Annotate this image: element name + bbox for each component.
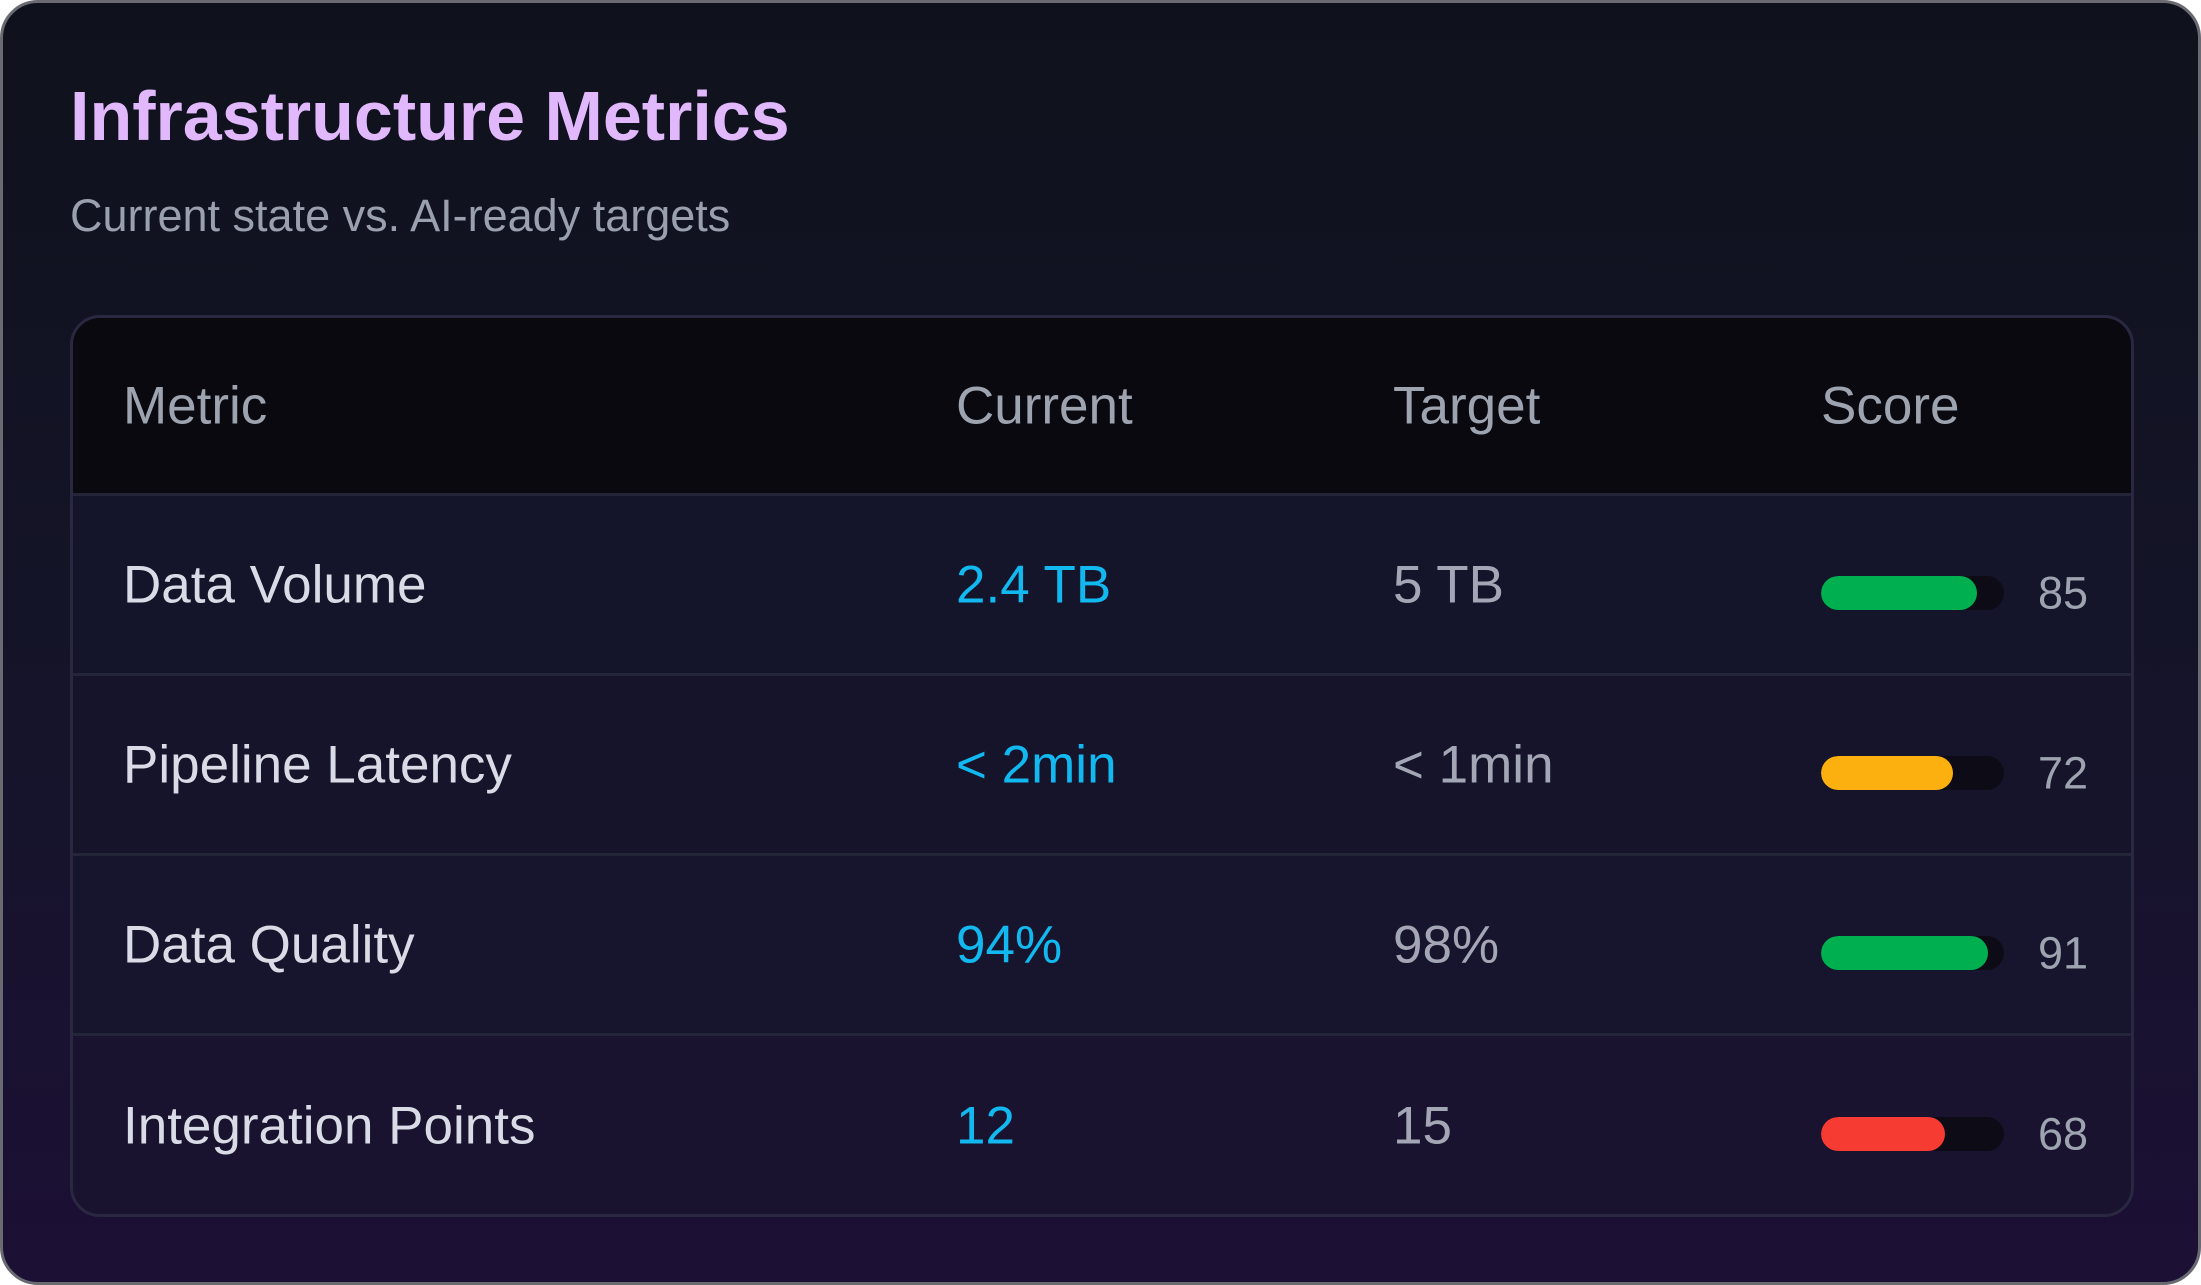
column-header-current: Current [956, 376, 1133, 435]
score-value: 91 [2038, 927, 2089, 978]
column-header-score: Score [1821, 376, 1960, 435]
score-indicator: 91 [1821, 927, 2111, 978]
current-value: < 2min [956, 735, 1117, 794]
table-row: Data Volume 2.4 TB 5 TB 85 [73, 496, 2131, 676]
score-bar-track [1821, 935, 2004, 970]
current-value: 12 [956, 1096, 1015, 1156]
table-row: Integration Points 12 15 68 [73, 1036, 2131, 1214]
score-bar-track [1821, 755, 2004, 790]
current-value: 94% [956, 915, 1063, 974]
score-indicator: 72 [1821, 747, 2111, 798]
table-header-row: Metric Current Target Score [73, 318, 2131, 496]
column-header-target: Target [1393, 376, 1541, 435]
table-row: Pipeline Latency < 2min < 1min 72 [73, 676, 2131, 856]
target-value: 15 [1393, 1096, 1452, 1156]
card-title: Infrastructure Metrics [70, 77, 790, 155]
score-indicator: 85 [1821, 567, 2111, 618]
metrics-table: Metric Current Target Score Data Volume … [70, 315, 2134, 1217]
score-bar-fill [1821, 1117, 1946, 1151]
score-value: 85 [2038, 567, 2089, 618]
target-value: < 1min [1393, 735, 1554, 794]
table-row: Data Quality 94% 98% 91 [73, 856, 2131, 1036]
metric-name: Pipeline Latency [123, 735, 512, 794]
card-subtitle: Current state vs. AI-ready targets [70, 190, 731, 241]
metric-name: Integration Points [123, 1096, 536, 1156]
score-bar-fill [1821, 575, 1977, 610]
metric-name: Data Volume [123, 555, 427, 614]
target-value: 98% [1393, 915, 1500, 974]
column-header-metric: Metric [123, 376, 268, 435]
score-indicator: 68 [1821, 1108, 2111, 1160]
current-value: 2.4 TB [956, 555, 1112, 614]
score-bar-track [1821, 1117, 2004, 1151]
score-bar-fill [1821, 755, 1953, 790]
score-bar-fill [1821, 935, 1988, 970]
score-value: 68 [2038, 1108, 2089, 1160]
metric-name: Data Quality [123, 915, 415, 974]
score-bar-track [1821, 575, 2004, 610]
score-value: 72 [2038, 747, 2089, 798]
target-value: 5 TB [1393, 555, 1504, 614]
